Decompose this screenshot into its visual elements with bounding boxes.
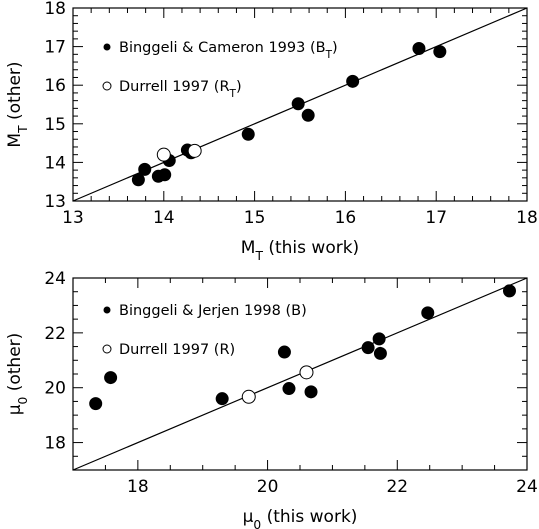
data-point-filled [502, 284, 516, 298]
data-point-filled [361, 341, 375, 355]
legend-label: Durrell 1997 (R) [119, 342, 235, 358]
x-tick-label: 15 [244, 208, 266, 228]
y-axis-label: MT (other) [5, 61, 30, 147]
y-tick-label: 22 [44, 324, 66, 344]
data-point-open [187, 143, 202, 158]
data-point-filled [291, 97, 305, 111]
legend-marker-filled [103, 43, 111, 51]
data-point-filled [277, 345, 291, 359]
data-point-filled [241, 127, 255, 141]
data-point-filled [346, 74, 360, 88]
x-tick-label: 24 [516, 477, 538, 497]
y-tick-label: 17 [44, 38, 66, 58]
data-point-open [156, 147, 171, 162]
x-axis-label: μ0 (this work) [243, 507, 358, 529]
data-point-filled [89, 397, 103, 411]
legend-label: Durrell 1997 (RT) [119, 79, 242, 100]
legend-marker-open [102, 344, 112, 354]
data-point-filled [138, 162, 152, 176]
y-tick-label: 14 [44, 153, 66, 173]
data-point-filled [433, 45, 447, 59]
bottom-panel: 18 20 22 24 18 20 22 24 μ0 (this work) μ0 (other)… [5, 269, 538, 529]
y-tick-label: 18 [44, 0, 66, 19]
legend-marker-filled [103, 306, 111, 314]
data-point-filled [373, 346, 387, 360]
legend-label: Binggeli & Cameron 1993 (BT) [119, 40, 338, 61]
y-tick-label: 15 [44, 115, 66, 135]
x-tick-label: 18 [127, 477, 149, 497]
x-tick-label: 20 [257, 477, 279, 497]
y-tick-label: 13 [44, 192, 66, 212]
plot-frame [72, 7, 528, 202]
x-axis-label: MT (this work) [241, 238, 359, 263]
data-point-filled [131, 173, 145, 187]
top-panel: 13 14 15 16 17 18 13 14 15 16 17 18 MT (this work) MT… [5, 0, 538, 263]
legend-marker-open [102, 81, 112, 91]
y-tick-label: 16 [44, 76, 66, 96]
y-tick-label: 18 [44, 434, 66, 454]
x-tick-label: 22 [386, 477, 408, 497]
data-point-filled [104, 371, 118, 385]
data-point-filled [421, 306, 435, 320]
data-point-filled [372, 332, 386, 346]
x-tick-label: 14 [153, 208, 175, 228]
data-point-open [241, 389, 256, 404]
data-point-filled [282, 382, 296, 396]
x-tick-label: 17 [425, 208, 447, 228]
x-tick-label: 16 [335, 208, 357, 228]
y-tick-label: 20 [44, 379, 66, 399]
x-tick-label: 18 [516, 208, 538, 228]
data-point-filled [158, 168, 172, 182]
x-tick-label: 13 [62, 208, 84, 228]
data-point-filled [215, 392, 229, 406]
data-point-filled [412, 42, 426, 56]
y-tick-label: 24 [44, 269, 66, 289]
data-point-open [299, 365, 314, 380]
data-point-filled [304, 385, 318, 399]
y-axis-label: μ0 (other) [5, 333, 30, 416]
data-point-filled [301, 108, 315, 122]
legend-label: Binggeli & Jerjen 1998 (B) [119, 303, 307, 319]
